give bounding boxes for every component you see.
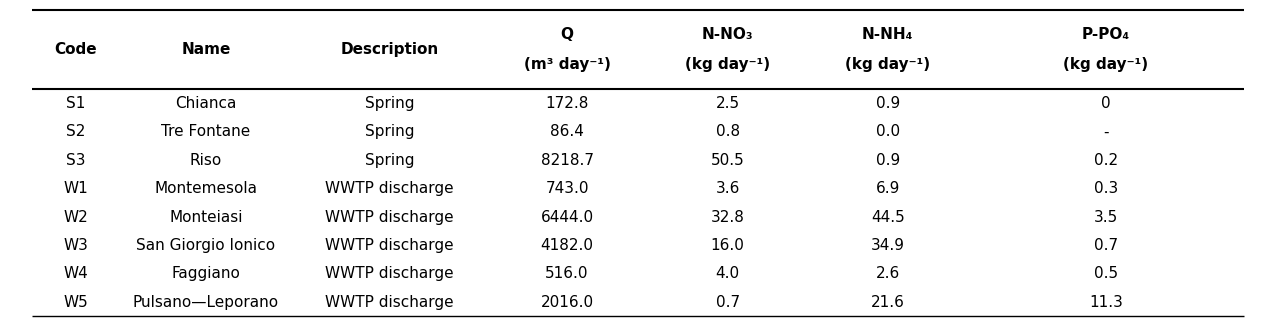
- Text: (m³ day⁻¹): (m³ day⁻¹): [523, 57, 610, 72]
- Text: 0.5: 0.5: [1094, 266, 1118, 281]
- Text: 0.9: 0.9: [875, 153, 900, 168]
- Text: 32.8: 32.8: [711, 210, 745, 225]
- Text: Code: Code: [54, 42, 97, 57]
- Text: Spring: Spring: [365, 153, 415, 168]
- Text: 0.2: 0.2: [1094, 153, 1118, 168]
- Text: W5: W5: [64, 295, 88, 310]
- Text: Montemesola: Montemesola: [154, 181, 258, 196]
- Text: Q: Q: [560, 27, 574, 42]
- Text: 21.6: 21.6: [870, 295, 905, 310]
- Text: 0.3: 0.3: [1094, 181, 1118, 196]
- Text: 0.0: 0.0: [875, 125, 900, 140]
- Text: 4182.0: 4182.0: [541, 238, 593, 253]
- Text: 172.8: 172.8: [545, 96, 588, 111]
- Text: (kg day⁻¹): (kg day⁻¹): [845, 57, 930, 72]
- Text: N-NO₃: N-NO₃: [702, 27, 754, 42]
- Text: Riso: Riso: [190, 153, 222, 168]
- Text: 50.5: 50.5: [711, 153, 745, 168]
- Text: 0: 0: [1101, 96, 1110, 111]
- Text: 2016.0: 2016.0: [541, 295, 593, 310]
- Text: -: -: [1104, 125, 1109, 140]
- Text: 86.4: 86.4: [550, 125, 584, 140]
- Text: W1: W1: [64, 181, 88, 196]
- Text: 6.9: 6.9: [875, 181, 900, 196]
- Text: 516.0: 516.0: [545, 266, 588, 281]
- Text: S3: S3: [66, 153, 85, 168]
- Text: Pulsano—Leporano: Pulsano—Leporano: [133, 295, 279, 310]
- Text: 3.5: 3.5: [1094, 210, 1118, 225]
- Text: 6444.0: 6444.0: [541, 210, 593, 225]
- Text: 34.9: 34.9: [870, 238, 905, 253]
- Text: W3: W3: [63, 238, 88, 253]
- Text: San Giorgio Ionico: San Giorgio Ionico: [137, 238, 276, 253]
- Text: WWTP discharge: WWTP discharge: [325, 181, 454, 196]
- Text: WWTP discharge: WWTP discharge: [325, 238, 454, 253]
- Text: 0.7: 0.7: [716, 295, 740, 310]
- Text: S1: S1: [66, 96, 85, 111]
- Text: P-PO₄: P-PO₄: [1082, 27, 1131, 42]
- Text: S2: S2: [66, 125, 85, 140]
- Text: Monteiasi: Monteiasi: [170, 210, 242, 225]
- Text: N-NH₄: N-NH₄: [863, 27, 914, 42]
- Text: W4: W4: [64, 266, 88, 281]
- Text: 8218.7: 8218.7: [541, 153, 593, 168]
- Text: Description: Description: [341, 42, 439, 57]
- Text: W2: W2: [64, 210, 88, 225]
- Text: 3.6: 3.6: [716, 181, 740, 196]
- Text: 11.3: 11.3: [1088, 295, 1123, 310]
- Text: Tre Fontane: Tre Fontane: [161, 125, 250, 140]
- Text: Name: Name: [181, 42, 231, 57]
- Text: (kg day⁻¹): (kg day⁻¹): [685, 57, 771, 72]
- Text: 2.5: 2.5: [716, 96, 740, 111]
- Text: WWTP discharge: WWTP discharge: [325, 266, 454, 281]
- Text: Spring: Spring: [365, 96, 415, 111]
- Text: 44.5: 44.5: [870, 210, 905, 225]
- Text: 0.8: 0.8: [716, 125, 740, 140]
- Text: 16.0: 16.0: [711, 238, 745, 253]
- Text: Faggiano: Faggiano: [171, 266, 240, 281]
- Text: (kg day⁻¹): (kg day⁻¹): [1063, 57, 1148, 72]
- Text: Spring: Spring: [365, 125, 415, 140]
- Text: Chianca: Chianca: [175, 96, 236, 111]
- Text: WWTP discharge: WWTP discharge: [325, 295, 454, 310]
- Text: WWTP discharge: WWTP discharge: [325, 210, 454, 225]
- Text: 0.9: 0.9: [875, 96, 900, 111]
- Text: 4.0: 4.0: [716, 266, 740, 281]
- Text: 0.7: 0.7: [1094, 238, 1118, 253]
- Text: 2.6: 2.6: [875, 266, 900, 281]
- Text: 743.0: 743.0: [545, 181, 588, 196]
